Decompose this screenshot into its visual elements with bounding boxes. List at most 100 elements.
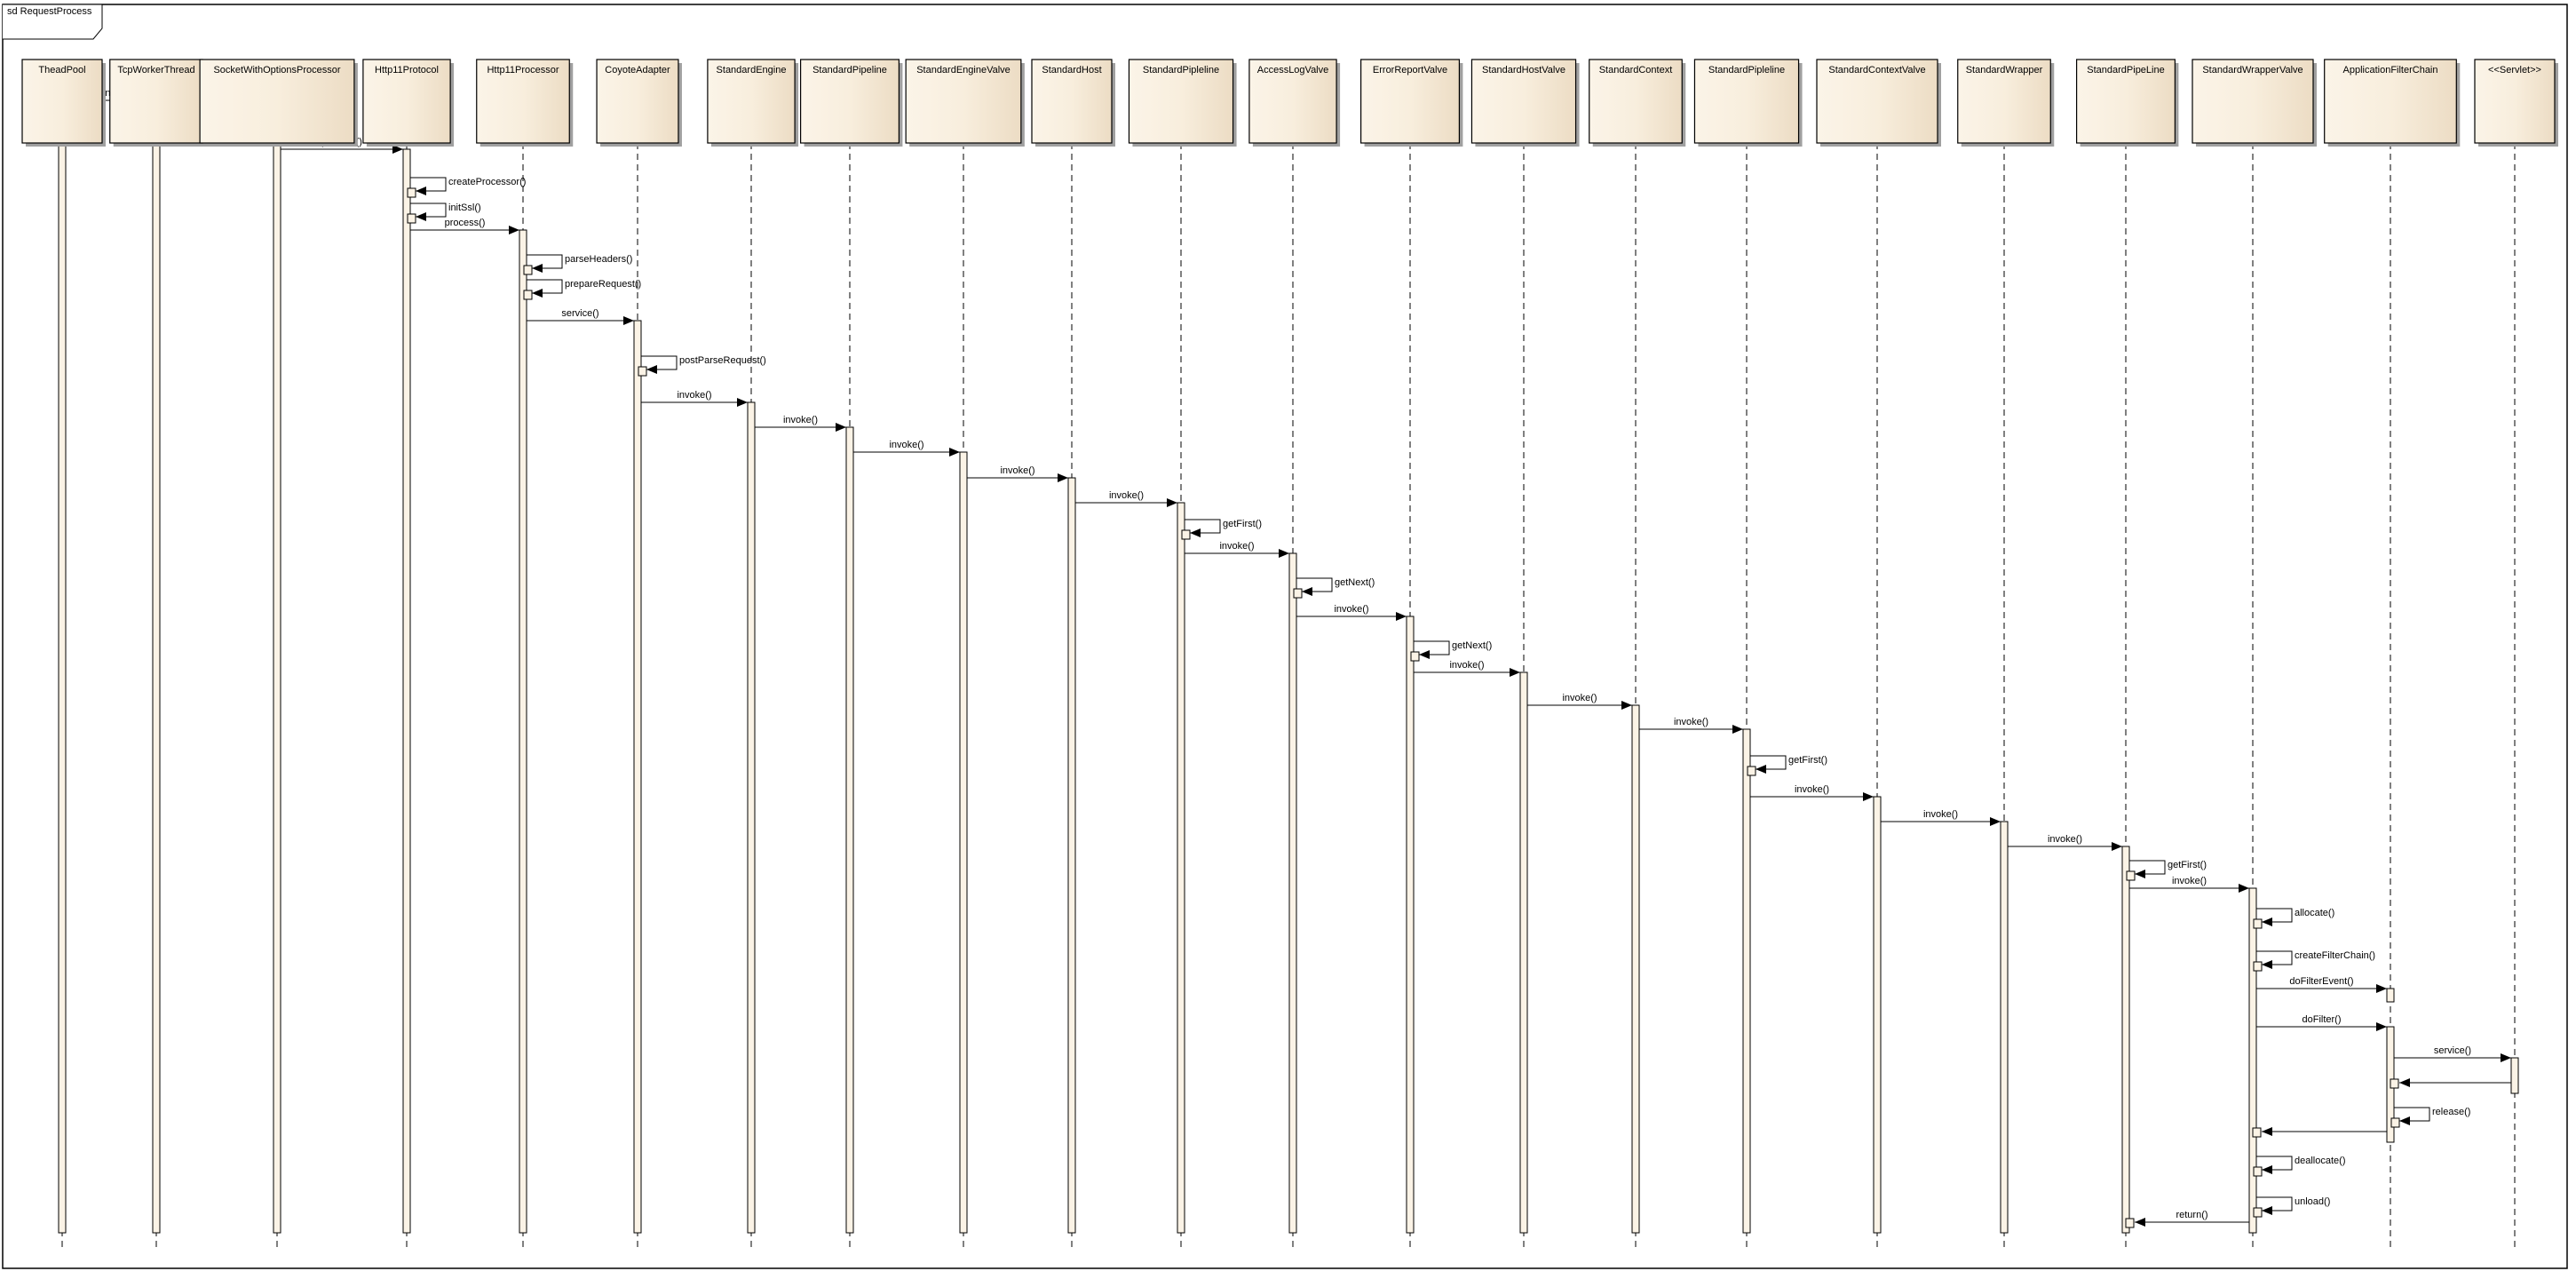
participant-5[interactable]: CoyoteAdapter bbox=[596, 59, 682, 147]
activation-bar bbox=[1067, 477, 1076, 1234]
arrowhead-icon bbox=[2112, 842, 2122, 851]
message-label: invoke() bbox=[889, 440, 923, 450]
participant-14[interactable]: StandardContext bbox=[1589, 59, 1686, 147]
message-label: service() bbox=[2434, 1045, 2471, 1056]
message-27[interactable]: getFirst() bbox=[2126, 860, 2207, 881]
arrowhead-icon bbox=[1419, 650, 1430, 659]
participant-7[interactable]: StandardPipeline bbox=[799, 59, 903, 147]
participant-box bbox=[109, 59, 203, 144]
participant-0[interactable]: TheadPool bbox=[21, 59, 106, 147]
message-32[interactable]: doFilter() bbox=[2256, 1014, 2387, 1031]
message-37[interactable]: deallocate() bbox=[2253, 1156, 2345, 1177]
participant-3[interactable]: Http11Protocol bbox=[362, 59, 455, 147]
message-13[interactable]: invoke() bbox=[967, 465, 1068, 482]
participant-box bbox=[1957, 59, 2051, 144]
message-4[interactable]: initSsl() bbox=[407, 203, 481, 224]
message-26[interactable]: invoke() bbox=[2008, 834, 2122, 851]
message-25[interactable]: invoke() bbox=[1881, 809, 2001, 826]
message-19[interactable]: getNext() bbox=[1410, 640, 1492, 662]
participant-4[interactable]: Http11Processor bbox=[476, 59, 574, 147]
message-21[interactable]: invoke() bbox=[1527, 693, 1632, 710]
activation-bar bbox=[747, 401, 756, 1234]
message-15[interactable]: getFirst() bbox=[1181, 519, 1262, 540]
message-label: allocate() bbox=[2295, 908, 2334, 918]
arrowhead-icon bbox=[2399, 1116, 2410, 1125]
participant-13[interactable]: StandardHostValve bbox=[1470, 59, 1580, 147]
participant-6[interactable]: StandardEngine bbox=[707, 59, 799, 147]
message-11[interactable]: invoke() bbox=[755, 415, 846, 432]
message-7[interactable]: prepareRequest() bbox=[523, 279, 641, 300]
message-label: prepareRequest() bbox=[565, 279, 641, 290]
message-18[interactable]: invoke() bbox=[1296, 604, 1407, 621]
message-39[interactable]: return() bbox=[2125, 1210, 2249, 1228]
participant-box bbox=[2192, 59, 2314, 144]
message-29[interactable]: allocate() bbox=[2253, 908, 2334, 929]
participant-10[interactable]: StandardPipleline bbox=[1128, 59, 1237, 147]
message-31[interactable]: doFilterEvent() bbox=[2256, 976, 2387, 993]
message-label: doFilterEvent() bbox=[2289, 976, 2353, 987]
message-33[interactable]: service() bbox=[2394, 1045, 2511, 1062]
message-24[interactable]: invoke() bbox=[1750, 784, 1874, 801]
participant-8[interactable]: StandardEngineValve bbox=[905, 59, 1025, 147]
participant-name: ApplicationFilterChain bbox=[2343, 65, 2438, 75]
message-17[interactable]: getNext() bbox=[1293, 577, 1375, 599]
participant-11[interactable]: AccessLogValve bbox=[1248, 59, 1341, 147]
activation-bar bbox=[402, 148, 411, 1234]
message-8[interactable]: service() bbox=[527, 308, 634, 325]
participant-name: TheadPool bbox=[38, 65, 85, 75]
participant-1[interactable]: TcpWorkerThread bbox=[109, 59, 207, 147]
message-16[interactable]: invoke() bbox=[1185, 541, 1289, 558]
message-20[interactable]: invoke() bbox=[1414, 660, 1520, 677]
participant-18[interactable]: StandardPipeLine bbox=[2076, 59, 2179, 147]
nested-activation bbox=[2390, 1117, 2400, 1128]
arrowhead-icon bbox=[1732, 725, 1743, 734]
participant-21[interactable]: <<Servlet>> bbox=[2474, 59, 2558, 147]
participant-9[interactable]: StandardHost bbox=[1031, 59, 1115, 147]
activation-bar bbox=[58, 99, 67, 1234]
message-23[interactable]: getFirst() bbox=[1747, 755, 1827, 776]
participant-15[interactable]: StandardPipleline bbox=[1693, 59, 1803, 147]
message-36[interactable] bbox=[2252, 1127, 2387, 1138]
message-label: invoke() bbox=[1219, 541, 1254, 552]
participant-12[interactable]: ErrorReportValve bbox=[1359, 59, 1463, 147]
message-label: getFirst() bbox=[1223, 519, 1262, 529]
activation-bar bbox=[1742, 728, 1751, 1234]
arrowhead-icon bbox=[1167, 498, 1177, 507]
message-38[interactable]: unload() bbox=[2253, 1196, 2330, 1218]
nested-activation bbox=[2252, 1127, 2262, 1138]
nested-activation bbox=[523, 290, 533, 300]
participant-20[interactable]: ApplicationFilterChain bbox=[2324, 59, 2461, 147]
participant-name: StandardWrapper bbox=[1966, 65, 2043, 75]
nested-activation bbox=[1293, 588, 1303, 599]
participant-box bbox=[199, 59, 355, 144]
message-34[interactable] bbox=[2390, 1078, 2511, 1089]
message-label: deallocate() bbox=[2295, 1156, 2345, 1166]
self-message-line bbox=[1296, 577, 1333, 592]
nested-activation bbox=[1410, 651, 1420, 662]
message-9[interactable]: postParseRequest() bbox=[638, 355, 766, 377]
message-label: postParseRequest() bbox=[679, 355, 766, 366]
self-message-line bbox=[1185, 519, 1221, 534]
participant-16[interactable]: StandardContextValve bbox=[1816, 59, 1941, 147]
participant-name: Http11Processor bbox=[487, 65, 559, 75]
arrowhead-icon bbox=[1396, 612, 1407, 621]
message-6[interactable]: parseHeaders() bbox=[523, 254, 632, 275]
messages: runit()processConnection()process()creat… bbox=[66, 88, 2511, 1228]
participant-box bbox=[905, 59, 1022, 144]
message-35[interactable]: release() bbox=[2390, 1107, 2470, 1128]
nested-activation bbox=[2253, 961, 2263, 972]
message-30[interactable]: createFilterChain() bbox=[2253, 950, 2375, 972]
message-14[interactable]: invoke() bbox=[1075, 490, 1177, 507]
nested-activation bbox=[2253, 918, 2263, 929]
message-22[interactable]: invoke() bbox=[1639, 717, 1743, 734]
message-5[interactable]: process() bbox=[410, 218, 519, 234]
participant-19[interactable]: StandardWrapperValve bbox=[2192, 59, 2317, 147]
participant-2[interactable]: SocketWithOptionsProcessor bbox=[199, 59, 358, 147]
activations bbox=[58, 99, 2519, 1234]
message-3[interactable]: createProcessor() bbox=[407, 177, 526, 198]
participant-17[interactable]: StandardWrapper bbox=[1957, 59, 2055, 147]
message-12[interactable]: invoke() bbox=[853, 440, 960, 457]
message-10[interactable]: invoke() bbox=[641, 390, 748, 407]
message-28[interactable]: invoke() bbox=[2129, 876, 2249, 893]
